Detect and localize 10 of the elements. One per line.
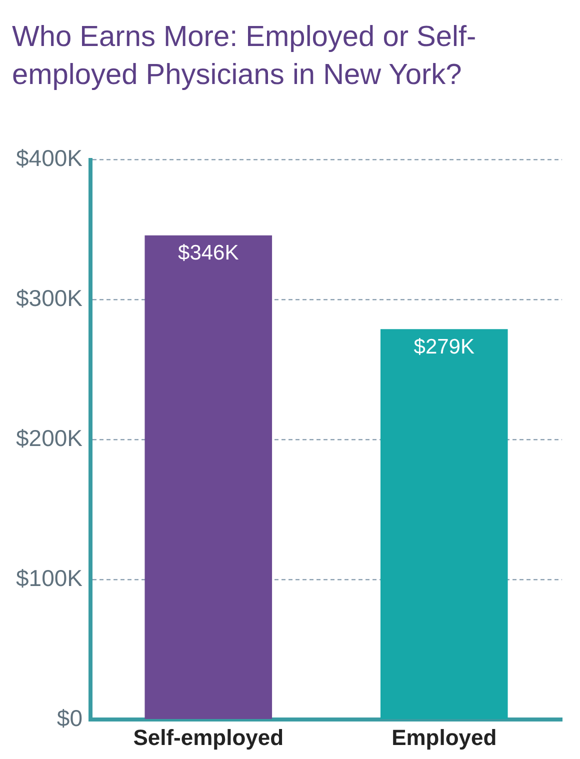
x-tick-label: Employed — [392, 724, 497, 750]
chart-title: Who Earns More: Employed or Self-employed Physicians in New York? — [11, 20, 478, 93]
y-tick-label: $0 — [56, 704, 83, 731]
y-tick-label: $100K — [16, 564, 84, 591]
y-tick-label: $200K — [16, 425, 84, 452]
x-tick-label: Self-employed — [133, 724, 284, 750]
data-label: $346K — [178, 242, 239, 265]
y-tick-label: $300K — [16, 285, 84, 312]
y-tick-label: $400K — [16, 145, 84, 172]
data-label: $279K — [414, 335, 474, 358]
